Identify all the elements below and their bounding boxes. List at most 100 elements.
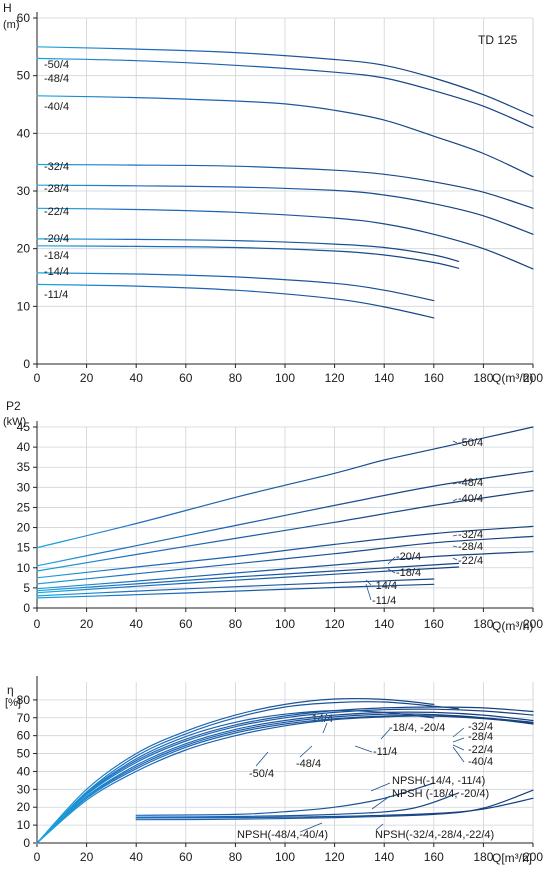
x-tick-label: 160	[424, 850, 444, 864]
series-label: -32/4	[458, 529, 483, 541]
series-label-leader	[387, 568, 396, 574]
x-tick-label: 20	[80, 617, 94, 631]
series-label: -11/4	[44, 289, 68, 301]
series-label: -18/4	[44, 250, 69, 262]
x-tick-label: 200	[523, 850, 543, 864]
x-tick-label: 200	[523, 371, 543, 385]
series-line-npsh-18-4-20-4	[135, 792, 460, 818]
x-tick-label: 80	[229, 850, 243, 864]
series-label: -18/4, -20/4	[389, 722, 445, 734]
series-line-48-4	[36, 57, 534, 129]
series-label-leader	[370, 782, 391, 792]
series-line-32-4	[36, 706, 534, 844]
series-label: -18/4	[396, 567, 421, 579]
series-label-leader	[354, 745, 373, 753]
x-tick-label: 0	[34, 371, 41, 385]
series-label: -11/4	[372, 595, 396, 607]
x-tick-label: 120	[325, 371, 345, 385]
series-label-leader	[452, 744, 465, 751]
series-label-leader	[365, 583, 372, 601]
series-label-leader	[365, 579, 372, 586]
x-tick-label: 0	[34, 850, 41, 864]
series-label: -28/4	[458, 541, 483, 553]
y-tick-label: 80	[17, 693, 31, 707]
y-tick-label: 10	[17, 561, 31, 575]
x-axis-label: Q(m³/h)	[492, 619, 533, 633]
series-label: -48/4	[44, 73, 69, 85]
x-tick-label: 100	[275, 850, 295, 864]
series-line-50-4	[36, 426, 534, 549]
y-axis-label: H	[3, 1, 12, 15]
series-line-14-4	[36, 697, 435, 844]
x-tick-label: 60	[179, 850, 193, 864]
series-label: -50/4	[249, 768, 274, 780]
series-label: -22/4	[44, 206, 69, 218]
x-tick-label: 60	[179, 617, 193, 631]
series-line-18-4	[36, 566, 460, 594]
y-tick-label: 0	[23, 357, 30, 371]
series-label: -48/4	[296, 758, 321, 770]
series-label: -14/4	[44, 266, 69, 278]
series-label-leader	[452, 545, 458, 548]
y-tick-label: 30	[17, 184, 31, 198]
x-tick-label: 120	[325, 617, 345, 631]
series-line-32-4	[36, 525, 534, 579]
series-line-28-4	[36, 535, 534, 585]
series-line-npsh-14-4-11-4	[135, 782, 435, 816]
y-tick-label: 30	[17, 782, 31, 796]
series-line-14-4	[36, 272, 435, 302]
x-tick-label: 100	[275, 617, 295, 631]
x-tick-label: 160	[424, 617, 444, 631]
y-tick-label: 50	[17, 69, 31, 83]
series-line-20-4	[36, 562, 460, 592]
y-tick-label: 25	[17, 500, 31, 514]
series-label-leader	[299, 745, 313, 758]
series-label-leader	[452, 534, 458, 537]
x-tick-label: 100	[275, 371, 295, 385]
x-tick-label: 80	[229, 371, 243, 385]
y-tick-label: 20	[17, 242, 31, 256]
series-label: -20/4	[44, 233, 69, 245]
series-label: -28/4	[44, 183, 69, 195]
y-axis-unit: [%]	[5, 697, 21, 709]
x-tick-label: 0	[34, 617, 41, 631]
y-tick-label: 0	[23, 601, 30, 615]
y-tick-label: 40	[17, 440, 31, 454]
series-line-11-4	[36, 709, 435, 844]
series-label-leader	[452, 498, 458, 502]
series-label: NPSH (-18/4, -20/4)	[392, 788, 489, 800]
x-axis-label: Q[m³/h]	[492, 851, 532, 865]
series-line-npsh-32-4-28-4-22-4	[135, 797, 534, 819]
head-chart: 0 20 40 60 80 100 120 140 160 180 200 0 10 20 30 40 50 60…	[3, 1, 543, 385]
series-label-leader	[452, 440, 458, 444]
x-axis-label: Q(m³/h)	[492, 371, 533, 385]
y-axis-unit: (kW)	[3, 416, 26, 428]
series-label: NPSH(-48/4,-40/4)	[237, 829, 328, 841]
x-tick-label: 160	[424, 371, 444, 385]
x-tick-label: 180	[473, 371, 493, 385]
y-tick-label: 15	[17, 541, 31, 555]
series-label-leader	[452, 746, 465, 763]
x-tick-label: 20	[80, 371, 94, 385]
series-line-11-4	[36, 283, 435, 319]
series-label-leader	[375, 823, 384, 831]
series-line-28-4	[36, 184, 534, 235]
series-label-leader	[387, 556, 396, 565]
series-label: -40/4	[44, 101, 69, 113]
x-tick-label: 180	[473, 850, 493, 864]
y-axis-unit: (m)	[3, 19, 20, 31]
x-tick-label: 20	[80, 850, 94, 864]
series-line-40-4	[36, 490, 534, 572]
y-tick-label: 60	[17, 11, 31, 25]
series-line-32-4	[36, 163, 534, 209]
y-tick-label: 70	[17, 711, 31, 725]
series-line-22-4	[36, 551, 534, 590]
x-tick-label: 40	[130, 617, 144, 631]
series-label-leader	[452, 482, 458, 485]
series-label: -32/4	[468, 721, 493, 733]
y-tick-label: 10	[17, 299, 31, 313]
series-line-22-4	[36, 207, 534, 270]
y-tick-label: 20	[17, 800, 31, 814]
y-tick-label: 40	[17, 126, 31, 140]
series-label: -50/4	[44, 59, 69, 71]
